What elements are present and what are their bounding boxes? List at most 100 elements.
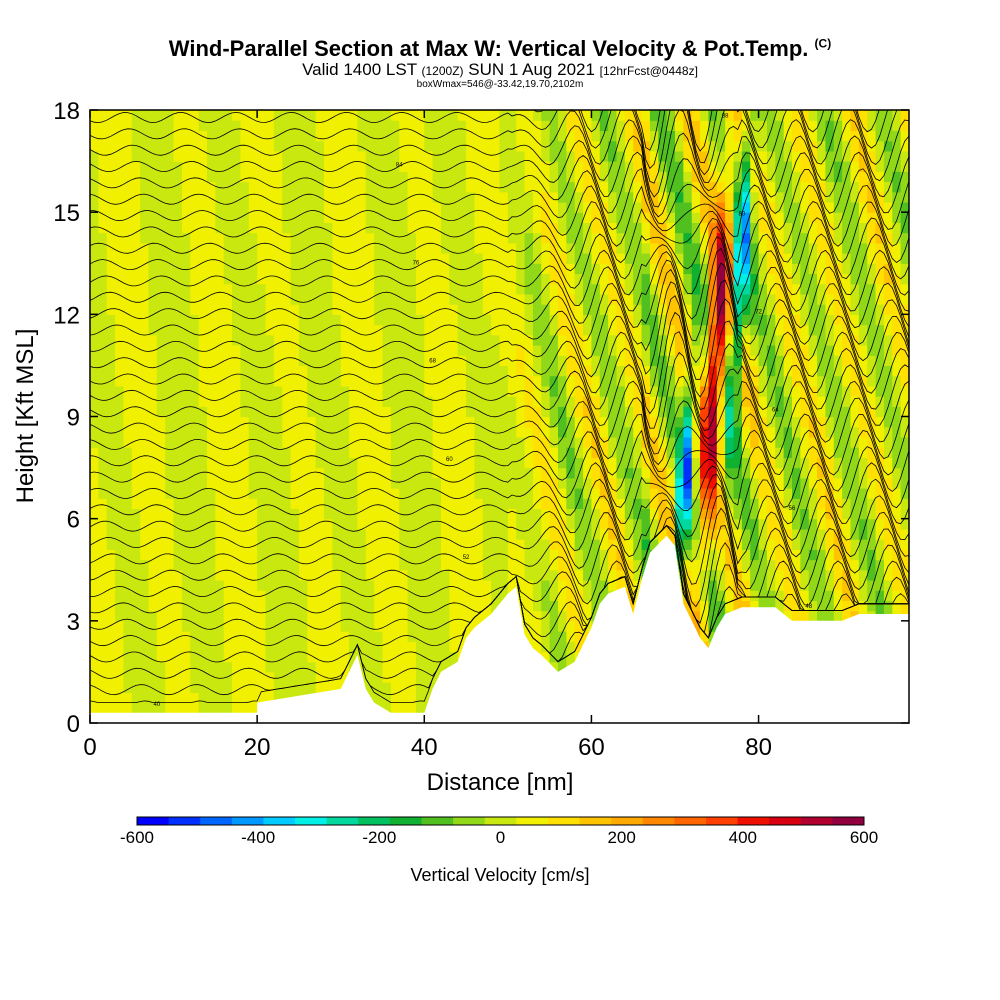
velocity-cell [223,702,233,714]
velocity-cell [273,682,283,693]
velocity-cell [666,488,676,499]
velocity-cell [424,110,434,121]
velocity-cell [257,671,267,683]
velocity-cell [324,242,333,254]
velocity-cell [207,610,216,622]
velocity-cell [399,498,409,510]
velocity-cell [591,518,601,530]
velocity-cell [574,375,584,387]
velocity-cell [549,171,559,183]
velocity-cell [273,232,283,244]
velocity-cell [482,569,492,581]
velocity-cell [700,569,710,581]
velocity-cell [566,610,576,622]
velocity-cell [215,201,225,213]
velocity-cell [507,171,517,183]
velocity-cell [683,477,693,489]
velocity-cell [123,579,133,591]
velocity-cell [591,344,601,356]
velocity-cell [591,488,601,499]
velocity-cell [549,334,559,346]
velocity-cell [357,212,367,223]
velocity-cell [207,651,216,663]
velocity-cell [608,130,618,142]
velocity-cell [708,181,718,193]
velocity-cell [624,191,634,203]
velocity-cell [265,161,275,172]
velocity-cell [424,222,434,234]
velocity-cell [532,181,542,193]
velocity-cell [507,579,517,591]
velocity-cell [441,436,450,448]
velocity-cell [482,161,492,172]
velocity-cell [390,671,400,683]
velocity-cell [232,161,242,172]
velocity-cell [524,631,534,642]
velocity-cell [232,314,242,326]
velocity-cell [624,477,634,489]
velocity-cell [566,161,576,172]
velocity-cell [207,242,216,254]
velocity-cell [140,426,150,438]
velocity-cell [683,508,693,520]
velocity-cell [583,518,593,530]
velocity-cell [315,385,325,397]
velocity-cell [491,590,501,601]
velocity-cell [415,539,425,550]
velocity-cell [566,406,576,418]
velocity-cell [574,304,584,315]
velocity-cell [248,314,258,326]
velocity-cell [282,671,292,683]
velocity-cell [474,610,484,622]
velocity-cell [675,140,684,152]
velocity-cell [207,273,216,285]
velocity-cell [198,212,208,223]
velocity-cell [482,498,492,510]
velocity-cell [349,590,359,601]
velocity-cell [106,232,116,244]
velocity-cell [374,232,384,244]
velocity-cell [700,590,710,601]
velocity-cell [491,232,501,244]
velocity-cell [474,590,484,601]
velocity-cell [399,171,409,183]
velocity-cell [357,528,367,540]
velocity-cell [399,426,409,438]
velocity-cell [223,559,233,571]
velocity-cell [232,222,242,234]
velocity-cell [215,171,225,183]
velocity-cell [198,365,208,377]
velocity-cell [374,436,384,448]
velocity-cell [524,518,534,530]
velocity-cell [649,406,659,418]
velocity-cell [407,600,417,612]
velocity-cell [282,293,292,305]
velocity-cell [457,140,467,152]
velocity-cell [332,590,342,601]
velocity-cell [566,641,576,653]
velocity-cell [374,671,384,683]
velocity-cell [574,549,584,561]
velocity-cell [273,539,283,550]
velocity-cell [390,396,400,407]
velocity-cell [265,620,275,632]
velocity-cell [524,355,534,367]
velocity-cell [240,161,250,172]
velocity-cell [616,304,626,315]
velocity-cell [675,365,684,377]
velocity-cell [173,334,183,346]
velocity-cell [432,559,442,571]
velocity-cell [708,171,718,183]
velocity-cell [649,273,659,285]
velocity-cell [265,385,275,397]
velocity-cell [449,181,459,193]
velocity-cell [558,559,567,571]
velocity-cell [766,314,776,326]
velocity-cell [298,539,308,550]
velocity-cell [583,365,593,377]
velocity-cell [165,385,175,397]
velocity-cell [365,314,375,326]
velocity-cell [115,406,125,418]
velocity-cell [156,150,166,162]
velocity-cell [215,324,225,336]
